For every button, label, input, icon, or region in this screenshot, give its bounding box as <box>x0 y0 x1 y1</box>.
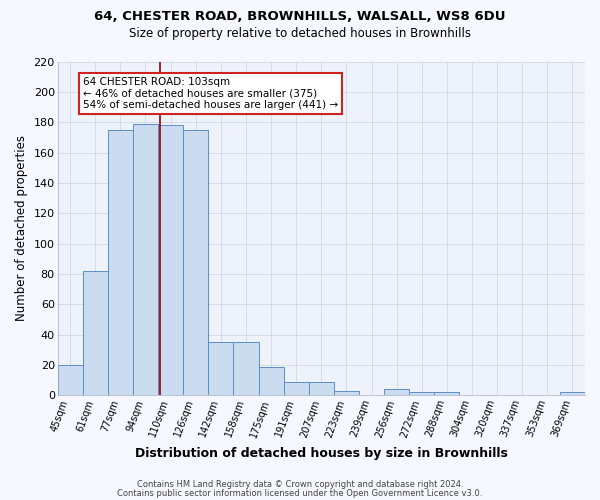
Text: 64 CHESTER ROAD: 103sqm
← 46% of detached houses are smaller (375)
54% of semi-d: 64 CHESTER ROAD: 103sqm ← 46% of detache… <box>83 76 338 110</box>
Bar <box>233 342 259 396</box>
X-axis label: Distribution of detached houses by size in Brownhills: Distribution of detached houses by size … <box>135 447 508 460</box>
Bar <box>409 392 434 396</box>
Text: Size of property relative to detached houses in Brownhills: Size of property relative to detached ho… <box>129 28 471 40</box>
Bar <box>183 130 208 396</box>
Bar <box>334 391 359 396</box>
Bar <box>284 382 309 396</box>
Text: 64, CHESTER ROAD, BROWNHILLS, WALSALL, WS8 6DU: 64, CHESTER ROAD, BROWNHILLS, WALSALL, W… <box>94 10 506 23</box>
Bar <box>208 342 233 396</box>
Bar <box>560 392 585 396</box>
Bar <box>133 124 158 396</box>
Text: Contains HM Land Registry data © Crown copyright and database right 2024.: Contains HM Land Registry data © Crown c… <box>137 480 463 489</box>
Bar <box>309 382 334 396</box>
Y-axis label: Number of detached properties: Number of detached properties <box>15 136 28 322</box>
Bar <box>158 125 183 396</box>
Bar <box>384 390 409 396</box>
Bar <box>434 392 460 396</box>
Bar <box>58 365 83 396</box>
Text: Contains public sector information licensed under the Open Government Licence v3: Contains public sector information licen… <box>118 490 482 498</box>
Bar <box>108 130 133 396</box>
Bar <box>259 366 284 396</box>
Bar <box>83 271 108 396</box>
